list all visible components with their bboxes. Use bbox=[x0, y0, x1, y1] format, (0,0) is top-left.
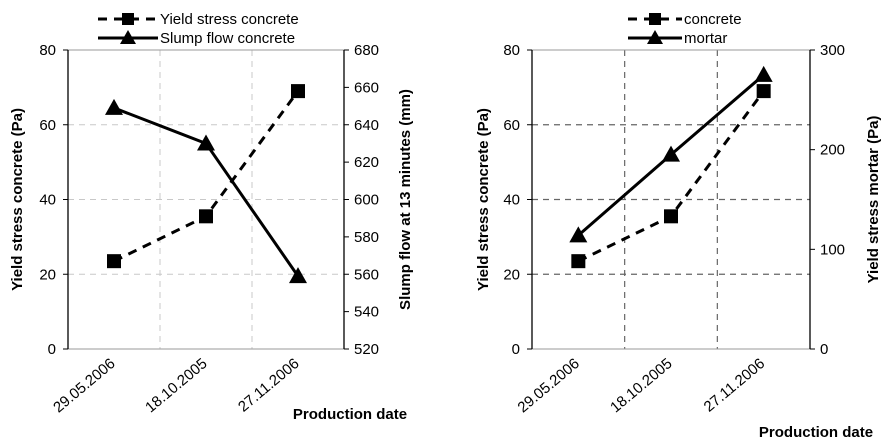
x-tick-label: 29.05.2006 bbox=[514, 355, 582, 416]
series-line-concrete bbox=[577, 90, 765, 263]
right-tick-label: 660 bbox=[354, 79, 379, 96]
data-point-square bbox=[199, 209, 213, 224]
legend-marker-square bbox=[649, 13, 661, 25]
right-tick-label: 680 bbox=[354, 42, 379, 59]
x-tick-label: 27.11.2006 bbox=[701, 355, 769, 416]
left-tick-label: 80 bbox=[503, 42, 520, 59]
left-tick-label: 80 bbox=[39, 42, 56, 59]
left-tick-label: 60 bbox=[39, 117, 56, 134]
right-tick-label: 100 bbox=[820, 241, 845, 258]
legend-label: Yield stress concrete bbox=[160, 11, 299, 28]
data-point-square bbox=[756, 84, 771, 99]
legend-label: concrete bbox=[684, 11, 742, 28]
data-point-triangle bbox=[289, 267, 307, 284]
right-tick-label: 600 bbox=[354, 192, 379, 209]
right-axis-title: Yield stress mortar (Pa) bbox=[865, 116, 882, 284]
x-tick-label: 18.10.2005 bbox=[607, 355, 675, 416]
x-tick-label: 18.10.2005 bbox=[142, 355, 210, 416]
right-axis-title: Slump flow at 13 minutes (mm) bbox=[397, 89, 414, 310]
right-tick-label: 620 bbox=[354, 154, 379, 171]
data-point-square bbox=[107, 254, 121, 269]
data-point-triangle bbox=[662, 145, 680, 162]
data-point-triangle bbox=[569, 226, 588, 243]
x-tick-label: 29.05.2006 bbox=[50, 355, 118, 416]
right-tick-label: 0 bbox=[820, 341, 828, 358]
right-tick-label: 520 bbox=[354, 341, 379, 358]
right-tick-label: 540 bbox=[354, 304, 379, 321]
legend-label: mortar bbox=[684, 30, 727, 47]
legend-label: Slump flow concrete bbox=[160, 30, 295, 47]
left-tick-label: 20 bbox=[503, 266, 520, 283]
legend-marker-triangle bbox=[647, 30, 663, 44]
left-tick-label: 60 bbox=[503, 117, 520, 134]
left-tick-label: 0 bbox=[512, 341, 520, 358]
data-point-square bbox=[664, 209, 678, 224]
left-axis-title: Yield stress concrete (Pa) bbox=[9, 108, 26, 291]
legend-marker-square bbox=[122, 13, 134, 25]
data-point-triangle bbox=[754, 65, 773, 82]
chart-1: 0 20 40 60 80 520 540 560 580 600 620 640 660 680 29.0… bbox=[9, 11, 414, 423]
data-point-square bbox=[291, 84, 305, 99]
data-point-square bbox=[571, 254, 586, 269]
right-tick-label: 640 bbox=[354, 117, 379, 134]
data-point-triangle bbox=[197, 134, 215, 151]
right-tick-label: 580 bbox=[354, 229, 379, 246]
right-tick-label: 560 bbox=[354, 266, 379, 283]
x-axis-title: Production date bbox=[293, 406, 407, 423]
chart-2: 0 20 40 60 80 0 100 200 300 29.05.2006 18.10.2005 2… bbox=[475, 11, 882, 441]
legend-marker-triangle bbox=[120, 30, 136, 44]
left-tick-label: 0 bbox=[48, 341, 56, 358]
x-axis-title: Production date bbox=[759, 424, 873, 441]
right-tick-label: 300 bbox=[820, 42, 845, 59]
left-axis-title: Yield stress concrete (Pa) bbox=[475, 108, 492, 291]
series-line-slump-flow-concrete bbox=[113, 106, 300, 277]
right-tick-label: 200 bbox=[820, 142, 845, 159]
left-tick-label: 40 bbox=[39, 192, 56, 209]
left-tick-label: 20 bbox=[39, 266, 56, 283]
data-point-triangle bbox=[105, 98, 123, 115]
left-tick-label: 40 bbox=[503, 192, 520, 209]
